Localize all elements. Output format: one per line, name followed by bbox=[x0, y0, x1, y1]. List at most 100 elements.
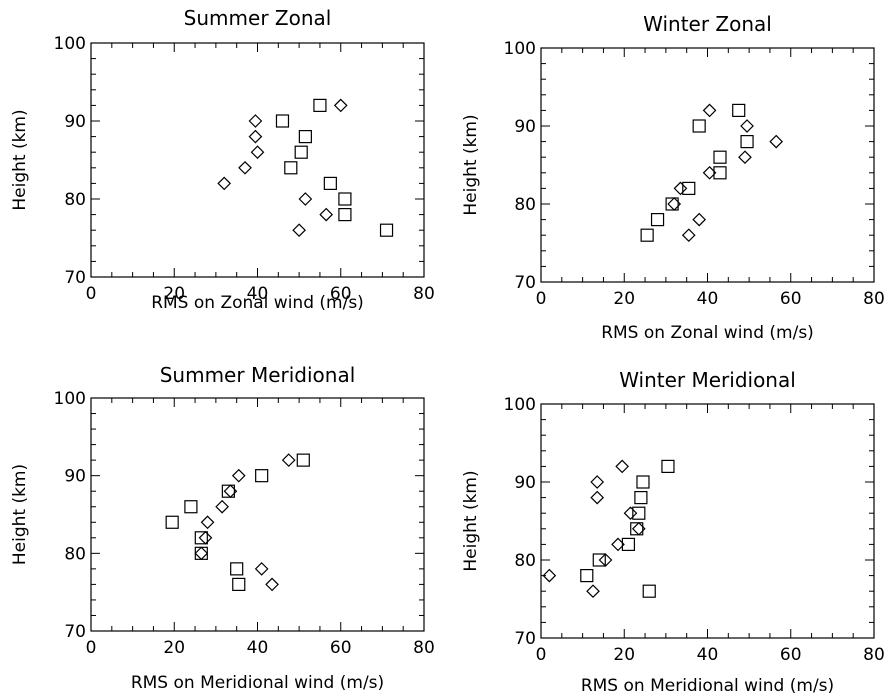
square-marker bbox=[630, 522, 644, 536]
diamond-marker bbox=[615, 459, 630, 474]
chart-panel-2: Winter Zonal 0 20 40 60 80 70 80 90 100 RMS on Zon… bbox=[461, 12, 885, 343]
diamond-marker bbox=[292, 223, 306, 238]
diamond-marker bbox=[248, 114, 263, 128]
x-tick-label: 80 bbox=[413, 284, 435, 304]
x-tick-label: 80 bbox=[863, 645, 885, 665]
chart-title: Summer Zonal bbox=[184, 6, 332, 30]
diamond-marker bbox=[250, 145, 265, 160]
diamond-marker bbox=[702, 103, 717, 118]
y-tick-label: 80 bbox=[514, 551, 536, 571]
plot-frame bbox=[90, 42, 425, 278]
square-marker bbox=[323, 176, 337, 190]
square-marker bbox=[313, 98, 327, 113]
x-tick-label: 40 bbox=[247, 638, 269, 658]
x-tick-label: 20 bbox=[163, 638, 185, 658]
square-marker bbox=[740, 135, 754, 149]
x-axis-label: RMS on Meridional wind (m/s) bbox=[131, 673, 384, 693]
square-marker bbox=[634, 491, 648, 505]
square-marker bbox=[682, 181, 696, 195]
y-tick-label: 70 bbox=[514, 273, 536, 293]
x-tick-label: 40 bbox=[697, 289, 719, 309]
square-marker bbox=[165, 515, 179, 529]
chart-title: Winter Zonal bbox=[643, 12, 772, 36]
square-marker bbox=[713, 166, 727, 180]
square-marker bbox=[184, 500, 198, 514]
square-marker bbox=[296, 453, 310, 467]
diamond-marker bbox=[590, 490, 605, 505]
diamond-marker bbox=[542, 568, 557, 583]
y-tick-label: 90 bbox=[514, 473, 536, 493]
square-marker bbox=[255, 469, 269, 483]
y-tick-label: 100 bbox=[504, 395, 536, 415]
y-tick-label: 100 bbox=[504, 39, 536, 59]
y-tick-label: 80 bbox=[514, 195, 536, 215]
y-axis-label: Height (km) bbox=[10, 464, 30, 565]
diamond-marker bbox=[692, 212, 707, 227]
x-tick-label: 60 bbox=[780, 289, 802, 309]
x-tick-label: 40 bbox=[697, 645, 719, 665]
square-marker bbox=[194, 531, 208, 545]
x-axis-label: RMS on Meridional wind (m/s) bbox=[581, 676, 834, 696]
square-marker bbox=[640, 228, 654, 242]
square-marker bbox=[294, 145, 308, 159]
diamond-marker bbox=[198, 530, 213, 545]
y-tick-label: 90 bbox=[64, 112, 86, 132]
square-marker bbox=[275, 114, 290, 128]
diamond-marker bbox=[281, 453, 296, 467]
y-axis-label: Height (km) bbox=[461, 114, 481, 215]
y-axis-label: Height (km) bbox=[10, 109, 30, 210]
x-tick-label: 60 bbox=[330, 284, 352, 304]
y-axis-label: Height (km) bbox=[461, 470, 481, 571]
x-tick-label: 0 bbox=[536, 645, 547, 665]
diamond-marker bbox=[238, 160, 252, 175]
diamond-marker bbox=[265, 577, 279, 592]
square-marker bbox=[232, 577, 246, 592]
diamond-marker bbox=[333, 98, 348, 113]
chart-title: Summer Meridional bbox=[160, 363, 356, 387]
x-tick-label: 80 bbox=[863, 289, 885, 309]
plot-frame bbox=[540, 403, 875, 639]
diamond-marker bbox=[248, 129, 263, 144]
diamond-marker bbox=[194, 546, 209, 561]
y-tick-label: 70 bbox=[514, 629, 536, 649]
diamond-marker bbox=[590, 475, 605, 489]
y-tick-label: 100 bbox=[54, 34, 86, 54]
x-tick-label: 60 bbox=[330, 638, 352, 658]
x-tick-label: 80 bbox=[413, 638, 435, 658]
square-marker bbox=[580, 568, 594, 583]
square-marker bbox=[379, 223, 394, 237]
square-marker bbox=[621, 537, 636, 552]
diamond-marker bbox=[231, 468, 246, 483]
diamond-marker bbox=[681, 228, 696, 243]
square-marker bbox=[661, 459, 675, 473]
square-marker bbox=[592, 553, 606, 567]
square-marker bbox=[732, 103, 746, 118]
square-marker bbox=[692, 119, 706, 133]
plot-frame bbox=[90, 397, 425, 632]
square-marker bbox=[650, 213, 665, 227]
chart-title: Winter Meridional bbox=[619, 368, 796, 392]
chart-panel-3: Summer Meridional 0 20 40 60 80 70 80 90 100 RMS o… bbox=[10, 363, 435, 693]
x-axis-label: RMS on Zonal wind (m/s) bbox=[601, 323, 814, 343]
square-marker bbox=[713, 150, 727, 164]
y-tick-label: 90 bbox=[64, 467, 86, 487]
y-tick-label: 100 bbox=[54, 389, 86, 409]
square-marker bbox=[221, 484, 235, 498]
diamond-marker bbox=[200, 515, 215, 530]
diamond-marker bbox=[673, 181, 688, 196]
square-marker bbox=[194, 546, 208, 560]
diamond-marker bbox=[319, 207, 334, 222]
plot-frame bbox=[540, 47, 875, 283]
square-marker bbox=[338, 208, 352, 222]
chart-panel-1: Summer Zonal 0 20 40 60 80 70 80 90 100 RMS on Zon… bbox=[10, 6, 435, 313]
y-tick-label: 80 bbox=[64, 544, 86, 564]
square-marker bbox=[298, 130, 312, 144]
y-tick-label: 90 bbox=[514, 117, 536, 137]
x-tick-label: 0 bbox=[86, 284, 97, 304]
square-marker bbox=[632, 506, 646, 520]
square-marker bbox=[636, 475, 650, 489]
x-tick-label: 20 bbox=[613, 645, 635, 665]
square-marker bbox=[642, 584, 656, 598]
x-tick-label: 60 bbox=[780, 645, 802, 665]
